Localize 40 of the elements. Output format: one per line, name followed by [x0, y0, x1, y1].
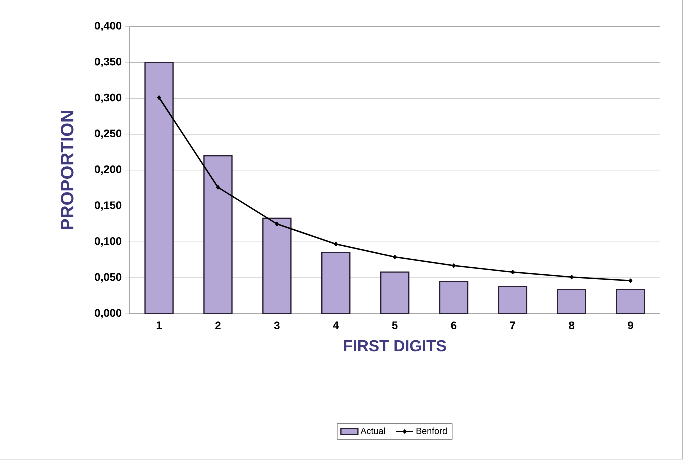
legend-label: Actual	[360, 428, 386, 434]
x-tick-label: 8	[569, 322, 575, 330]
y-tick-label: 0,400	[95, 22, 122, 32]
x-tick-label: 3	[274, 322, 280, 330]
y-tick-label: 0,200	[95, 166, 122, 176]
x-tick-label: 7	[510, 322, 516, 330]
bar	[616, 289, 646, 314]
bar	[557, 289, 586, 314]
y-tick-label: 0,300	[95, 94, 122, 104]
bar	[144, 62, 174, 314]
x-tick-label: 2	[216, 322, 221, 330]
bar	[380, 272, 410, 314]
x-tick-label: 1	[156, 322, 162, 330]
bar	[439, 281, 469, 314]
point	[628, 278, 633, 284]
bar	[321, 252, 351, 314]
point	[511, 270, 515, 275]
point	[393, 255, 397, 260]
y-tick-label: 0,150	[95, 202, 122, 212]
y-tick-label: 0,100	[95, 238, 122, 247]
point	[157, 96, 162, 100]
x-axis-title: FIRST DIGITS	[344, 340, 446, 352]
point	[452, 264, 456, 268]
point	[275, 222, 279, 226]
bar	[204, 155, 233, 314]
y-tick-label: 0,250	[95, 130, 122, 140]
x-tick-label: 4	[333, 322, 340, 330]
point	[216, 185, 220, 190]
y-tick-label: 0,000	[95, 309, 122, 319]
point	[334, 242, 338, 247]
y-tick-label: 0,350	[95, 58, 122, 68]
x-tick-label: 6	[451, 322, 457, 330]
y-tick-label: 0,050	[95, 273, 122, 283]
x-tick-label: 9	[628, 322, 634, 330]
legend-label: Benford	[416, 428, 447, 434]
x-tick-label: 5	[392, 322, 398, 330]
bar	[498, 286, 528, 314]
point	[570, 275, 574, 280]
y-axis-title: PROPORTION	[61, 111, 74, 230]
bar	[262, 218, 292, 314]
